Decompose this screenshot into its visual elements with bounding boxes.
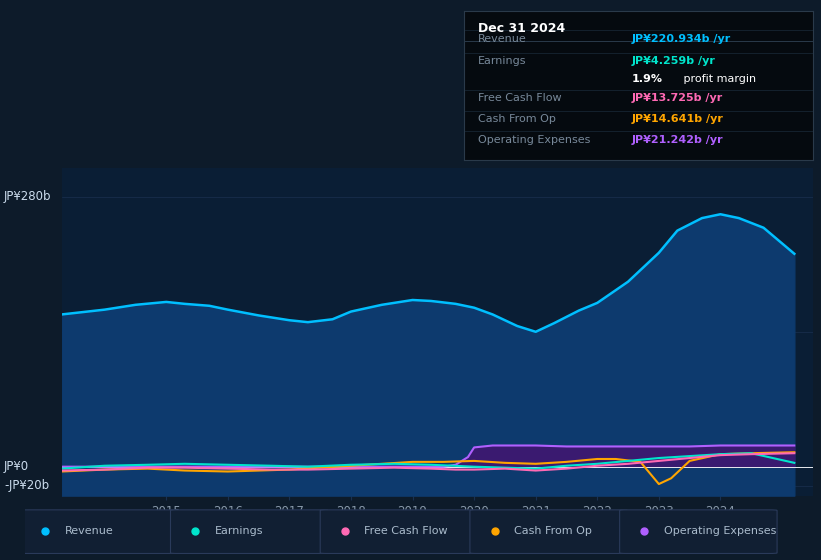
Text: JP¥13.725b /yr: JP¥13.725b /yr bbox=[631, 93, 722, 103]
Text: JP¥4.259b /yr: JP¥4.259b /yr bbox=[631, 56, 715, 66]
Text: -JP¥20b: -JP¥20b bbox=[4, 479, 49, 492]
FancyBboxPatch shape bbox=[171, 510, 328, 553]
Text: Cash From Op: Cash From Op bbox=[514, 526, 592, 535]
Text: JP¥21.242b /yr: JP¥21.242b /yr bbox=[631, 135, 723, 145]
Text: Free Cash Flow: Free Cash Flow bbox=[478, 93, 562, 103]
Text: Revenue: Revenue bbox=[65, 526, 113, 535]
Text: JP¥14.641b /yr: JP¥14.641b /yr bbox=[631, 114, 723, 124]
Text: JP¥220.934b /yr: JP¥220.934b /yr bbox=[631, 34, 731, 44]
Text: Cash From Op: Cash From Op bbox=[478, 114, 556, 124]
Text: profit margin: profit margin bbox=[680, 74, 756, 84]
FancyBboxPatch shape bbox=[320, 510, 478, 553]
Text: JP¥0: JP¥0 bbox=[4, 460, 30, 473]
Text: Operating Expenses: Operating Expenses bbox=[478, 135, 590, 145]
Text: Dec 31 2024: Dec 31 2024 bbox=[478, 22, 565, 35]
FancyBboxPatch shape bbox=[470, 510, 627, 553]
Text: JP¥280b: JP¥280b bbox=[4, 190, 52, 203]
Text: Earnings: Earnings bbox=[214, 526, 263, 535]
Text: Revenue: Revenue bbox=[478, 34, 526, 44]
Text: 1.9%: 1.9% bbox=[631, 74, 663, 84]
FancyBboxPatch shape bbox=[21, 510, 178, 553]
Text: Operating Expenses: Operating Expenses bbox=[663, 526, 776, 535]
Text: Free Cash Flow: Free Cash Flow bbox=[365, 526, 447, 535]
FancyBboxPatch shape bbox=[620, 510, 777, 553]
Text: Earnings: Earnings bbox=[478, 56, 526, 66]
